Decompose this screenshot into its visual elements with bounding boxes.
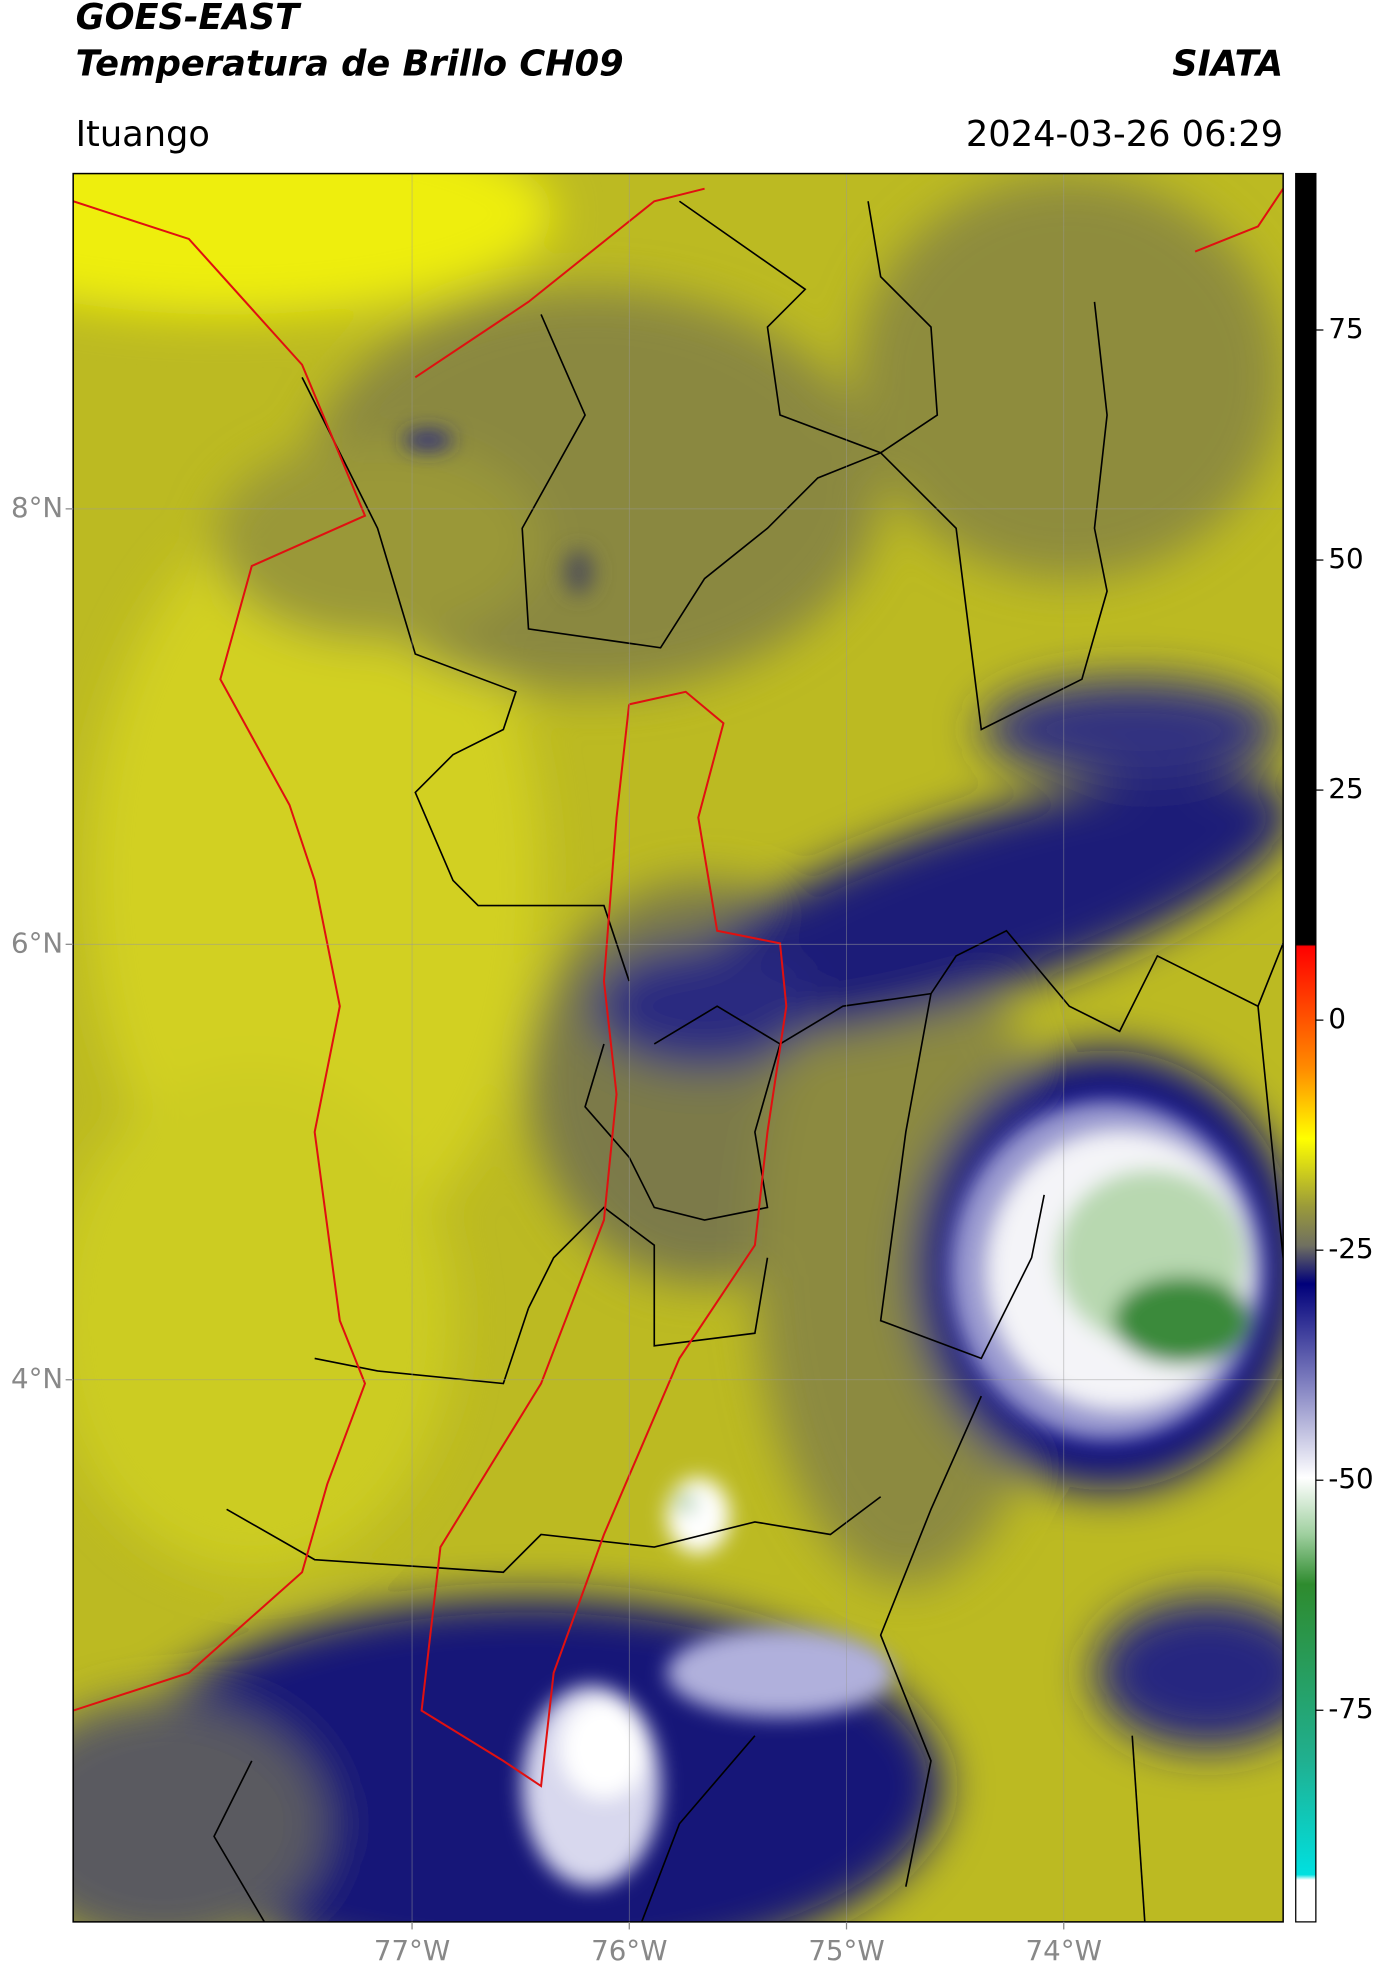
admin-borders [213,200,1284,1922]
colorbar-tick-label: 50 [1328,542,1363,575]
x-tick-label: 76°W [591,1934,667,1967]
colorbar-tick-label: 0 [1328,1002,1346,1035]
date: 2024-03-26 06:29 [966,114,1283,155]
colorbar [1295,172,1317,1923]
map-imagery [73,173,1284,1922]
y-tick-label: 8°N [11,491,63,524]
colorbar-tick-label: 25 [1328,772,1363,805]
map-frame [72,172,1284,1923]
colorbar-tick-label: 75 [1328,312,1363,345]
x-tick-label: 75°W [808,1934,884,1967]
red-borders [73,187,1284,1788]
colorbar-tick-label: -75 [1328,1692,1373,1725]
x-tick-label: 77°W [374,1934,450,1967]
grid [73,173,1284,1922]
y-tick-label: 6°N [11,926,63,959]
colorbar-tick-label: -25 [1328,1232,1373,1265]
subtitle: Temperatura de Brillo CH09 [76,43,624,84]
x-tick-label: 74°W [1026,1934,1102,1967]
colorbar-tick-label: -50 [1328,1462,1373,1495]
location: Ituango [76,114,210,155]
source: SIATA [1172,43,1283,84]
y-tick-label: 4°N [11,1362,63,1395]
title: GOES-EAST [76,0,302,38]
